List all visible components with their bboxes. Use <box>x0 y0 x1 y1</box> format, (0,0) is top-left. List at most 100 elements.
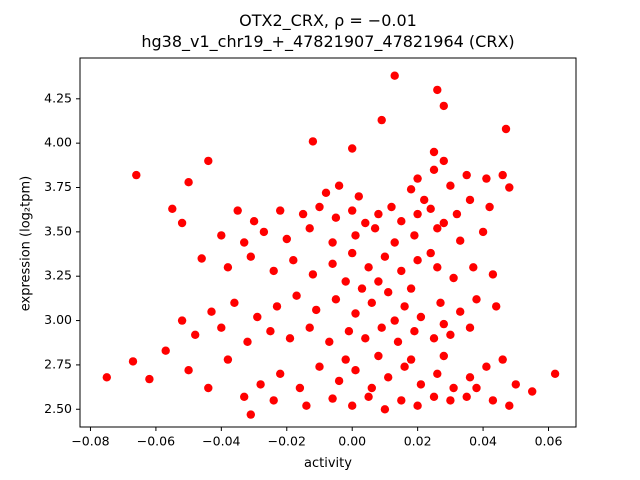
data-point <box>528 387 537 396</box>
data-point <box>305 323 314 332</box>
data-point <box>370 224 380 233</box>
data-point <box>298 209 308 219</box>
data-point <box>331 295 341 304</box>
data-point <box>240 238 249 247</box>
data-point <box>433 224 442 233</box>
data-point <box>384 373 393 382</box>
data-point <box>439 319 448 329</box>
data-point <box>505 401 514 410</box>
data-point <box>413 256 422 265</box>
data-point <box>482 362 491 371</box>
y-tick-label: 3.00 <box>44 312 72 327</box>
data-point <box>276 206 285 215</box>
data-point <box>400 302 409 311</box>
data-point <box>406 185 416 194</box>
data-point <box>456 307 465 316</box>
data-point <box>348 206 357 215</box>
data-point <box>217 323 226 332</box>
data-point <box>374 351 383 361</box>
data-point <box>328 394 337 403</box>
data-point <box>413 209 422 219</box>
x-tick-label: 0.06 <box>535 434 563 449</box>
data-point <box>132 170 141 180</box>
data-point <box>462 170 471 180</box>
data-point <box>446 330 455 339</box>
data-point <box>374 277 383 286</box>
data-point <box>240 392 249 401</box>
data-point <box>233 206 242 215</box>
data-point <box>328 238 337 247</box>
data-point <box>168 204 177 213</box>
y-tick-label: 2.50 <box>44 401 72 416</box>
data-point <box>305 224 314 233</box>
data-point <box>272 302 282 311</box>
data-point <box>416 312 426 322</box>
data-point <box>344 327 354 336</box>
data-point <box>207 307 216 316</box>
data-point <box>161 346 170 355</box>
data-point <box>348 401 357 410</box>
data-point <box>449 273 458 283</box>
data-point <box>312 305 321 315</box>
data-point <box>439 351 448 361</box>
data-point <box>465 323 475 332</box>
data-point <box>223 355 233 364</box>
data-point <box>501 124 511 134</box>
data-point <box>315 202 324 212</box>
data-point <box>266 327 275 336</box>
data-point <box>478 227 488 237</box>
data-point <box>446 181 455 190</box>
x-tick-label: 0.02 <box>404 434 432 449</box>
data-point <box>302 401 311 410</box>
data-point <box>400 362 409 371</box>
data-point <box>361 218 370 228</box>
data-point <box>184 178 193 187</box>
data-point <box>351 231 360 240</box>
y-tick-label: 4.00 <box>44 135 72 150</box>
data-point <box>328 259 337 268</box>
axes-spines <box>79 57 577 428</box>
data-point <box>341 277 350 286</box>
data-point <box>223 263 233 272</box>
data-point <box>256 380 265 389</box>
data-point <box>341 355 350 364</box>
data-point <box>390 71 399 80</box>
data-point <box>429 392 439 401</box>
data-point <box>325 337 334 346</box>
data-point <box>354 192 363 201</box>
data-point <box>465 195 475 205</box>
chart-title: OTX2_CRX, ρ = −0.01 <box>239 11 417 30</box>
x-tick-label: −0.08 <box>71 434 109 449</box>
data-point <box>397 266 406 276</box>
data-point <box>492 302 501 311</box>
data-point <box>230 298 239 307</box>
data-point <box>439 218 448 228</box>
data-point <box>436 298 445 307</box>
data-point <box>308 137 318 146</box>
y-axis-label: expression (log₂tpm) <box>18 175 34 312</box>
x-tick-label: −0.06 <box>137 434 175 449</box>
data-point <box>380 252 390 261</box>
data-point <box>204 156 213 166</box>
data-point <box>246 252 255 261</box>
data-point <box>472 295 481 304</box>
data-point <box>191 330 200 339</box>
data-point <box>550 369 560 378</box>
data-point <box>426 248 435 258</box>
data-point <box>128 357 138 366</box>
data-point <box>472 383 481 393</box>
data-point <box>285 334 295 343</box>
data-point <box>393 337 403 346</box>
data-point <box>177 316 187 325</box>
data-point <box>177 218 187 228</box>
data-point <box>364 392 373 401</box>
data-point <box>292 291 301 300</box>
data-point <box>374 209 383 219</box>
data-point <box>351 366 360 375</box>
data-point <box>308 270 318 279</box>
data-point <box>348 144 357 153</box>
data-point <box>321 188 331 197</box>
x-tick-label: 0.04 <box>469 434 497 449</box>
data-point <box>269 396 278 405</box>
